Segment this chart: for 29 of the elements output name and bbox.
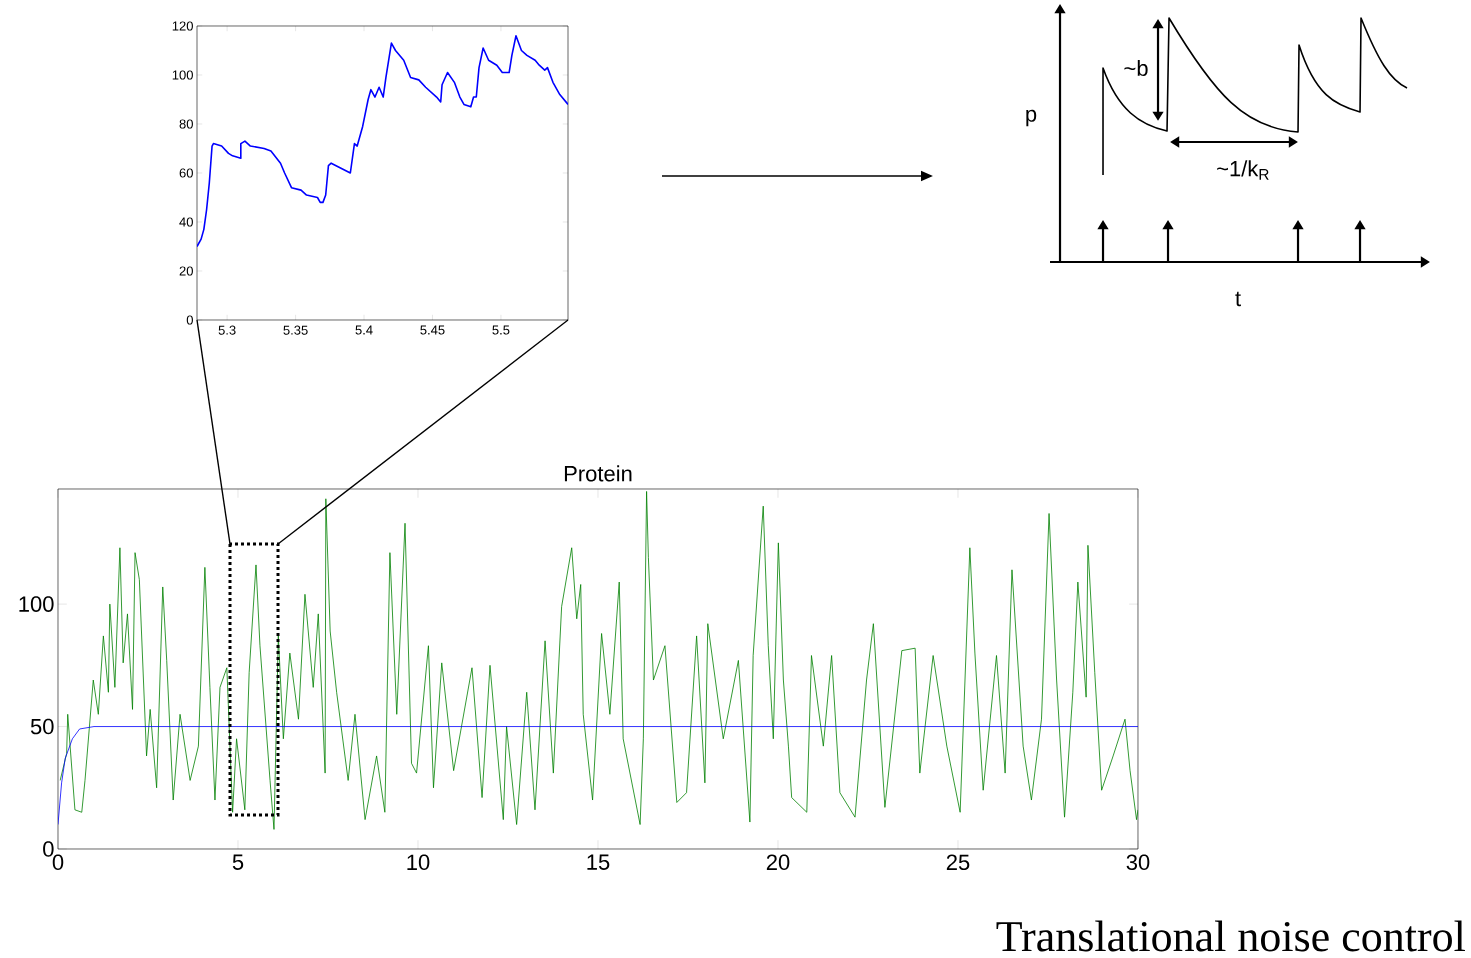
y-tick-label: 100 — [172, 70, 193, 80]
text: p — [1026, 109, 1037, 127]
y-tick-label: 0 — [186, 315, 193, 325]
line-series — [59, 491, 1138, 830]
x-tick-label: 15 — [587, 854, 610, 870]
x-tick-label: 30 — [1126, 854, 1150, 871]
x-tick-label: 10 — [407, 854, 430, 871]
text: ~b — [1124, 59, 1148, 77]
line-series — [58, 726, 1138, 825]
x-tick-label: 5 — [232, 854, 244, 870]
y-tick-label: 40 — [179, 217, 193, 227]
x-tick-label: 20 — [766, 854, 790, 871]
y-tick-label: 60 — [179, 168, 193, 178]
y-tick-label: 0 — [43, 841, 54, 857]
text: ~1/k$_{R}$ — [1217, 160, 1269, 180]
x-tick-label: 5.3 — [218, 325, 236, 335]
y-tick-label: 120 — [172, 21, 193, 31]
y-tick-label: 100 — [19, 596, 54, 612]
y-tick-label: 80 — [179, 119, 193, 129]
text: Translational noise control — [996, 920, 1465, 952]
chart-title: Protein — [564, 465, 632, 482]
y-tick-label: 50 — [30, 718, 54, 735]
x-tick-label: 25 — [946, 854, 970, 871]
x-tick-label: 5.35 — [283, 325, 308, 335]
x-tick-label: 5.5 — [492, 325, 510, 335]
x-tick-label: 5.4 — [355, 325, 373, 335]
y-tick-label: 20 — [179, 266, 193, 276]
text: t — [1235, 291, 1241, 307]
x-tick-label: 5.45 — [420, 325, 445, 335]
